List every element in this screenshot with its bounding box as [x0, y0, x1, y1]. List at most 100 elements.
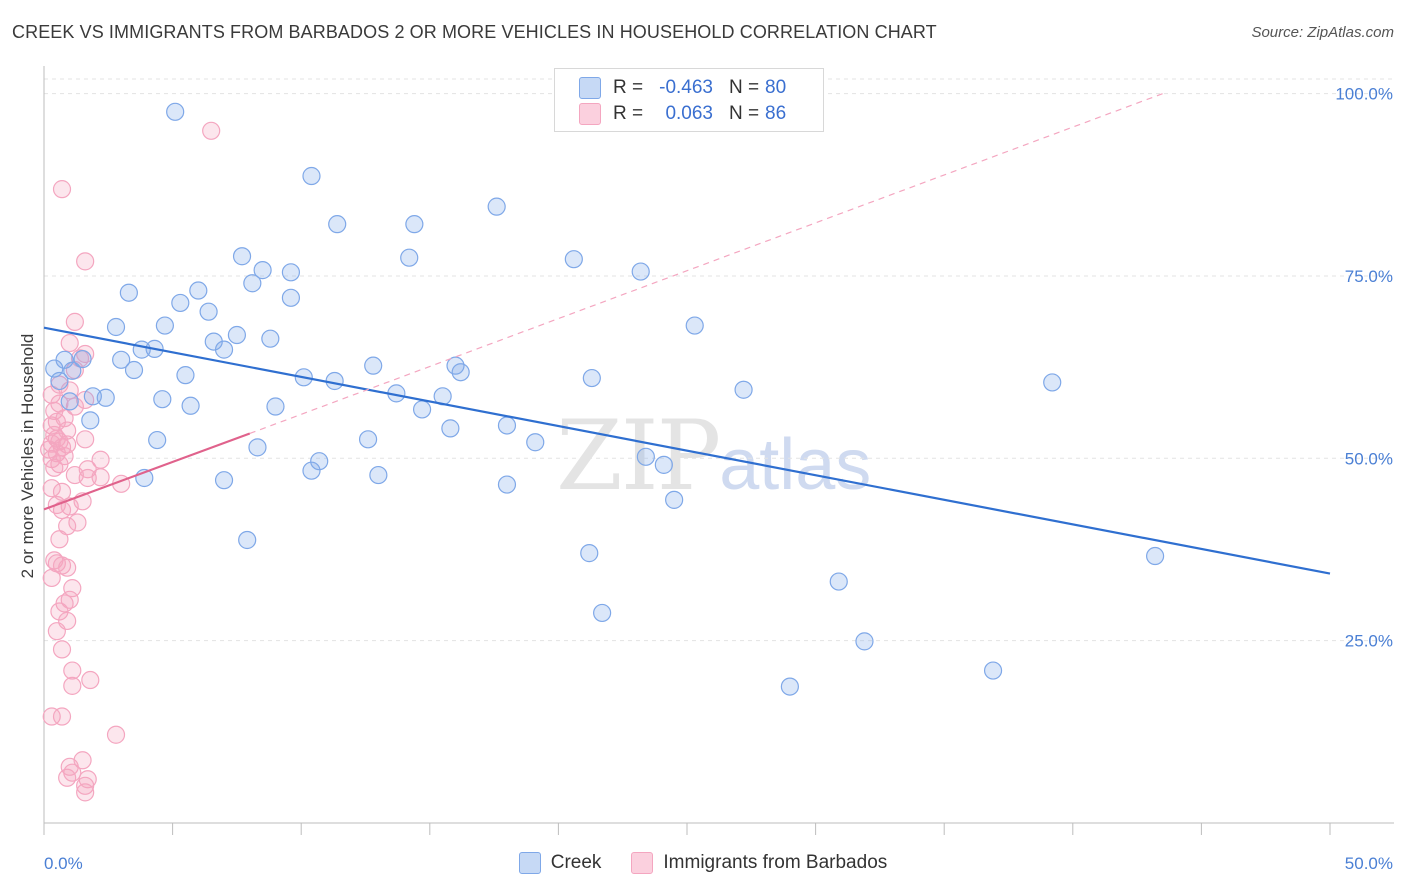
legend-row-creek: R = -0.463 N = 80	[579, 76, 786, 100]
barbados-point	[52, 180, 72, 199]
creek-point	[412, 400, 432, 419]
creek-point	[63, 361, 82, 380]
creek-point	[405, 215, 424, 234]
y-tick-label: 50.0%	[1345, 449, 1393, 468]
r-label: R =	[613, 103, 644, 124]
y-tick-label: 25.0%	[1345, 632, 1393, 651]
creek-point	[148, 430, 167, 450]
barbados-swatch	[579, 103, 601, 125]
creek-point	[60, 392, 79, 411]
barbados-point	[91, 468, 110, 487]
barbados-trend-line	[43, 432, 251, 511]
barbados-point	[76, 776, 95, 795]
creek-point	[214, 340, 234, 359]
barbados-point	[42, 479, 61, 498]
watermark: ZIPatlas	[556, 400, 871, 512]
creek-point	[665, 490, 684, 509]
trend-lines	[43, 93, 1331, 575]
creek-point	[829, 572, 848, 591]
creek-point	[232, 247, 252, 266]
barbados-point	[63, 579, 82, 598]
creek-point	[189, 281, 208, 300]
creek-point	[582, 368, 601, 388]
barbados-point	[42, 568, 61, 588]
creek-point	[654, 455, 673, 474]
barbados-point	[52, 707, 72, 726]
barbados-point	[50, 530, 69, 549]
creek-point	[155, 316, 174, 335]
barbados-point	[65, 312, 84, 331]
creek-swatch	[518, 852, 541, 874]
barbados-swatch	[631, 852, 654, 874]
creek-point	[685, 316, 704, 335]
watermark-zip: ZIP	[556, 400, 721, 512]
barbados-point	[76, 783, 95, 802]
creek-trend-line	[43, 326, 1331, 575]
creek-point	[227, 325, 246, 345]
source-credit: Source: ZipAtlas.com	[1251, 24, 1394, 41]
n-value: 86	[765, 103, 787, 124]
barbados-point	[68, 513, 87, 532]
creek-point	[153, 390, 172, 409]
barbados-point	[63, 661, 82, 680]
barbados-points	[40, 121, 221, 802]
creek-point	[176, 366, 195, 385]
creek-point	[181, 396, 200, 415]
n-value: 80	[765, 77, 787, 98]
axes	[43, 66, 1394, 835]
x-tick-label: 50.0%	[1345, 854, 1393, 873]
creek-point	[73, 349, 92, 369]
creek-point	[132, 340, 151, 359]
creek-point	[253, 261, 272, 280]
barbados-point	[81, 670, 100, 690]
barbados-point	[76, 430, 95, 449]
creek-point	[631, 262, 650, 281]
creek-point	[166, 102, 185, 121]
creek-point	[364, 356, 383, 375]
creek-swatch	[579, 77, 601, 99]
creek-point	[1146, 546, 1165, 566]
barbados-point	[47, 622, 66, 641]
barbados-point	[58, 558, 77, 577]
grid-lines	[44, 78, 1394, 642]
watermark-atlas: atlas	[719, 425, 872, 505]
barbados-point	[45, 458, 64, 477]
y-tick-label: 75.0%	[1345, 267, 1393, 286]
creek-point	[243, 274, 262, 293]
creek-point	[983, 661, 1003, 680]
creek-point	[400, 248, 419, 267]
creek-point	[81, 411, 100, 430]
creek-point	[281, 288, 301, 307]
legend-label-creek: Creek	[550, 852, 602, 873]
creek-point	[593, 603, 612, 623]
barbados-point	[65, 397, 84, 416]
barbados-point	[42, 707, 61, 726]
creek-point	[302, 461, 321, 480]
creek-point	[1043, 373, 1062, 392]
chart-title: CREEK VS IMMIGRANTS FROM BARBADOS 2 OR M…	[12, 22, 937, 42]
barbados-point	[58, 768, 77, 787]
creek-point	[734, 380, 753, 399]
barbados-point	[52, 640, 72, 659]
creek-point	[281, 263, 301, 282]
creek-points	[45, 102, 1165, 696]
creek-point	[780, 677, 799, 696]
creek-point	[124, 360, 144, 380]
creek-point	[855, 632, 874, 651]
barbados-point	[45, 401, 64, 420]
creek-point	[266, 397, 285, 416]
barbados-point	[63, 676, 82, 695]
y-tick-label: 100.0%	[1335, 85, 1393, 104]
barbados-point	[60, 333, 79, 353]
creek-point	[214, 471, 234, 490]
legend-item-barbados: Immigrants from Barbados	[631, 852, 887, 874]
creek-point	[50, 371, 69, 391]
barbados-point	[63, 763, 82, 782]
creek-point	[526, 433, 545, 452]
legend-item-creek: Creek	[518, 852, 602, 874]
x-tick-label: 0.0%	[44, 854, 83, 873]
creek-point	[564, 250, 583, 269]
creek-point	[199, 302, 218, 321]
creek-point	[310, 452, 329, 471]
